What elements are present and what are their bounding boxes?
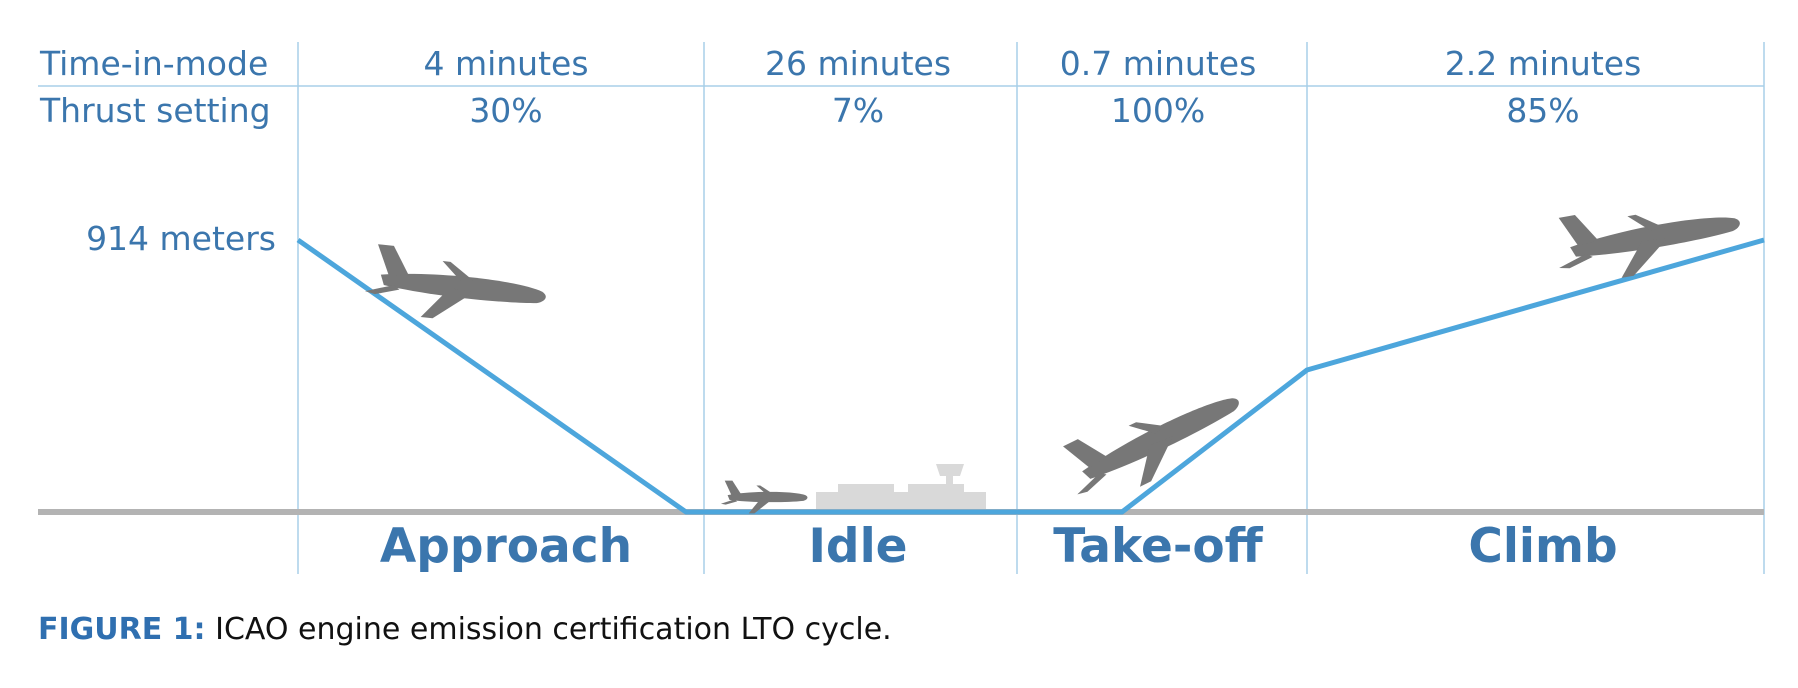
phase-climb: Climb	[1468, 519, 1617, 574]
climb-thrust: 85%	[1506, 91, 1579, 130]
airport-terminal-icon	[816, 464, 986, 510]
figure-caption-text: ICAO engine emission certification LTO c…	[205, 612, 892, 647]
time-in-mode-label: Time-in-mode	[39, 44, 268, 83]
aircraft-approach-icon	[365, 244, 546, 319]
phase-approach: Approach	[380, 519, 632, 574]
altitude-label: 914 meters	[86, 219, 276, 258]
approach-time: 4 minutes	[423, 44, 588, 83]
aircraft-takeoff-icon	[1063, 398, 1239, 495]
lto-cycle-diagram: Time-in-mode Thrust setting 914 meters 4…	[38, 42, 1765, 574]
figure-caption-prefix: FIGURE 1:	[38, 612, 206, 647]
phase-idle: Idle	[808, 519, 907, 574]
lto-flight-path	[296, 237, 1765, 515]
aircraft-taxi-icon	[720, 480, 808, 514]
figure-caption: FIGURE 1: ICAO engine emission certifica…	[38, 612, 892, 647]
phase-takeoff: Take-off	[1053, 519, 1263, 574]
takeoff-time: 0.7 minutes	[1060, 44, 1257, 83]
idle-time: 26 minutes	[765, 44, 951, 83]
phase-dividers	[297, 42, 1765, 574]
approach-thrust: 30%	[469, 91, 542, 130]
climb-time: 2.2 minutes	[1445, 44, 1642, 83]
takeoff-thrust: 100%	[1111, 91, 1205, 130]
idle-thrust: 7%	[832, 91, 884, 130]
thrust-setting-label: Thrust setting	[39, 91, 271, 130]
aircraft-climb-icon	[1558, 214, 1740, 278]
